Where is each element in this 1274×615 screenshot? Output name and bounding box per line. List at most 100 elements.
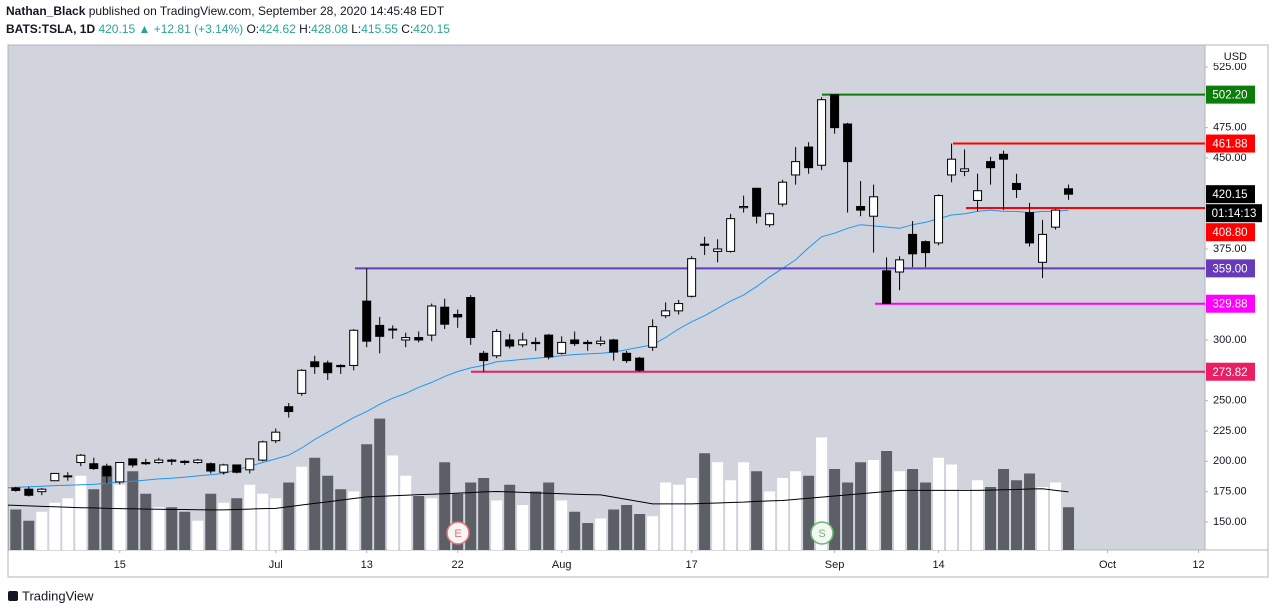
candle-body	[232, 464, 242, 473]
candle-body	[830, 94, 840, 129]
candle-body	[973, 190, 983, 201]
candle-body	[37, 488, 47, 493]
countdown: 01:14:13	[1206, 204, 1262, 223]
level-label-box	[1206, 362, 1255, 381]
candles	[0, 94, 1074, 497]
volume-bar	[387, 455, 399, 550]
volume-bar	[985, 487, 997, 550]
volume-bar	[205, 493, 217, 550]
moving-average	[8, 209, 1069, 489]
volume-bar	[764, 491, 776, 550]
y-tick-label: 175.00	[1213, 486, 1247, 498]
y-tick-label: 150.00	[1213, 516, 1247, 528]
level-label: 329.88	[1206, 294, 1255, 313]
candle-body	[531, 341, 541, 345]
candle-body	[154, 459, 164, 464]
volume-bar	[166, 507, 178, 550]
last-price-text: 420.15	[1212, 189, 1247, 201]
volume-bar	[608, 509, 620, 550]
candle-body	[700, 243, 710, 246]
candle-body	[518, 339, 528, 346]
candle-body	[128, 458, 138, 466]
open: 424.62	[259, 22, 296, 36]
volume-bar	[400, 475, 412, 550]
countdown-text: 01:14:13	[1212, 208, 1257, 220]
candle-body	[895, 259, 905, 273]
candle-body	[739, 205, 749, 209]
candle-body	[0, 487, 7, 491]
volume-bar	[179, 511, 191, 550]
candle-body	[11, 487, 21, 491]
x-tick-label: Sep	[825, 559, 845, 571]
volume-bar	[231, 498, 243, 550]
volume-bar	[192, 520, 204, 550]
volume-bar	[595, 518, 607, 550]
x-tick-label: 17	[686, 559, 698, 571]
volume-bar	[569, 511, 581, 550]
volume-bar	[777, 478, 789, 550]
x-tick-label: 22	[452, 559, 464, 571]
candle-body	[102, 465, 112, 477]
level-label: 359.00	[1206, 259, 1255, 278]
author: Nathan_Black	[6, 4, 86, 18]
level-label: 502.20	[1206, 85, 1255, 104]
y-tick-label: 250.00	[1213, 395, 1247, 407]
volume-bar	[634, 514, 646, 550]
candle-body	[297, 369, 307, 394]
candle-body	[362, 300, 372, 342]
level-label-text: 273.82	[1212, 367, 1247, 379]
symbol-line: BATS:TSLA, 1D 420.15 ▲ +12.81 (+3.14%) O…	[6, 22, 450, 36]
candle-body	[622, 352, 632, 362]
candle-body	[50, 472, 60, 482]
candle-body	[843, 123, 853, 163]
volume-bar	[946, 464, 958, 550]
candle-body	[401, 337, 411, 341]
level-label-box	[1206, 134, 1255, 153]
x-tick-label: 14	[932, 559, 944, 571]
x-tick-label: 13	[361, 559, 373, 571]
candle-body	[648, 326, 658, 348]
candle-body	[778, 181, 788, 205]
volume-bar	[1063, 507, 1075, 550]
candle-body	[89, 463, 99, 470]
candle-body	[453, 313, 463, 318]
level-label: 408.80	[1206, 223, 1255, 242]
candle-body	[687, 258, 697, 297]
low: 415.55	[361, 22, 398, 36]
volume-bar	[582, 523, 594, 550]
volume-bar	[23, 520, 35, 550]
volume-bar	[114, 484, 126, 550]
level-label-box	[1206, 223, 1255, 242]
volume-bar	[686, 478, 698, 550]
candle-body	[24, 488, 34, 496]
level-label-box	[1206, 85, 1255, 104]
brand: TradingView	[22, 588, 94, 603]
x-tick-label: Aug	[552, 559, 572, 571]
countdown-box	[1206, 204, 1262, 223]
volume-bar	[790, 471, 802, 550]
candle-body	[544, 334, 554, 358]
candle-body	[479, 352, 489, 362]
volume-bar	[1050, 482, 1062, 550]
level-label-text: 502.20	[1212, 90, 1247, 102]
logo-icon	[8, 591, 18, 601]
event-marker	[810, 521, 834, 545]
candle-body	[908, 233, 918, 255]
close: 420.15	[413, 22, 450, 36]
level-label-text: 408.80	[1212, 227, 1247, 239]
level-label: 273.82	[1206, 362, 1255, 381]
volume-bar	[959, 489, 971, 550]
volume-bar	[374, 418, 386, 550]
candle-body	[934, 195, 944, 244]
level-label-text: 329.88	[1212, 299, 1247, 311]
candle-body	[167, 459, 177, 462]
candle-body	[921, 241, 931, 254]
published: published on TradingView.com, September …	[89, 4, 445, 18]
volume-bar	[257, 493, 269, 550]
volume-bar	[920, 482, 932, 550]
candle-body	[388, 328, 398, 331]
x-tick-label: 12	[1192, 559, 1204, 571]
candle-body	[258, 441, 268, 461]
